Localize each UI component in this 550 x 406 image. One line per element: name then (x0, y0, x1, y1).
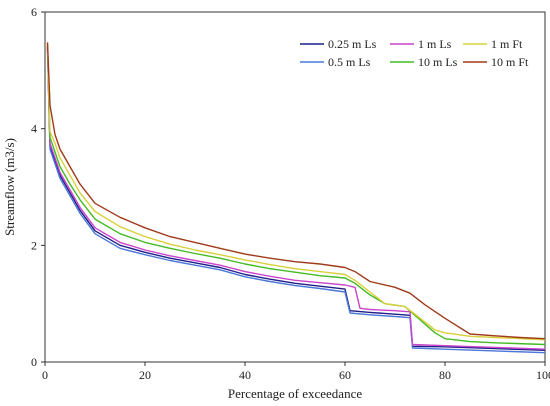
y-tick-label: 0 (31, 355, 37, 369)
series-line-0 (46, 46, 546, 351)
legend-label-1: 0.5 m Ls (328, 55, 371, 69)
series-layer (46, 42, 546, 354)
x-tick-label: 20 (139, 368, 151, 382)
x-tick-label: 100 (536, 368, 550, 382)
x-axis-title: Percentage of exceedance (228, 386, 362, 401)
series-line-3 (46, 44, 546, 346)
series-line-1 (46, 49, 546, 354)
y-tick-label: 6 (31, 5, 37, 19)
legend-label-2: 1 m Ls (418, 37, 452, 51)
legend: 0.25 m Ls 0.5 m Ls 1 m Ls 10 m Ls 1 m Ft 10 m… (300, 37, 529, 69)
y-axis-title: Streamflow (m3/s) (2, 138, 17, 236)
x-tick-label: 80 (439, 368, 451, 382)
series-line-5 (46, 42, 546, 340)
series-line-2 (46, 46, 546, 350)
series-line-4 (46, 44, 546, 341)
y-tick-label: 2 (31, 238, 37, 252)
legend-label-3: 10 m Ls (418, 55, 458, 69)
axes-layer: 0 20 40 60 80 100 0 2 4 6 (31, 5, 550, 382)
plot-area (44, 11, 546, 363)
y-tick-label: 4 (31, 122, 37, 136)
legend-label-0: 0.25 m Ls (328, 37, 377, 51)
legend-label-5: 10 m Ft (491, 55, 529, 69)
plot-frame (44, 11, 546, 363)
x-tick-label: 0 (42, 368, 48, 382)
legend-label-4: 1 m Ft (491, 37, 523, 51)
x-tick-label: 40 (239, 368, 251, 382)
x-tick-label: 60 (339, 368, 351, 382)
